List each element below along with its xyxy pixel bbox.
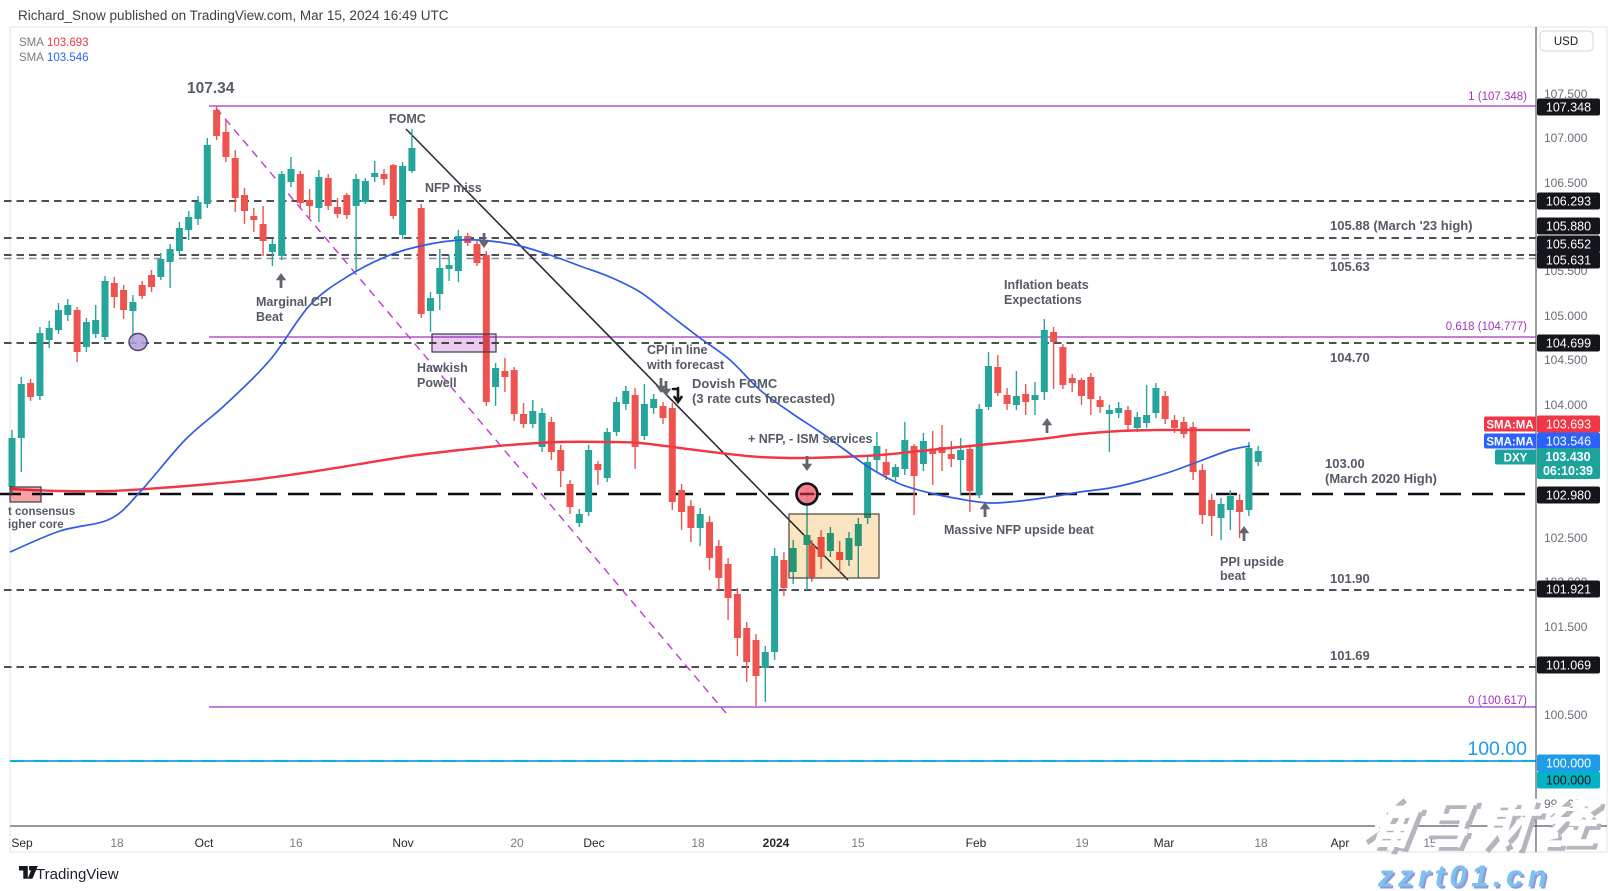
svg-text:104.000: 104.000 bbox=[1544, 398, 1588, 412]
svg-text:107.500: 107.500 bbox=[1544, 87, 1588, 101]
svg-text:20: 20 bbox=[510, 836, 524, 850]
svg-text:Apr: Apr bbox=[1331, 836, 1350, 850]
svg-text:beat: beat bbox=[1220, 569, 1247, 583]
svg-text:105.631: 105.631 bbox=[1546, 253, 1591, 267]
svg-text:CPI in line: CPI in line bbox=[647, 343, 707, 357]
svg-text:101.921: 101.921 bbox=[1546, 582, 1591, 596]
svg-text:16: 16 bbox=[289, 836, 303, 850]
svg-text:102.500: 102.500 bbox=[1544, 531, 1588, 545]
svg-text:100.000: 100.000 bbox=[1546, 756, 1591, 770]
svg-text:2024: 2024 bbox=[763, 836, 790, 850]
svg-text:103.430: 103.430 bbox=[1545, 450, 1590, 464]
svg-text:DXY: DXY bbox=[1504, 452, 1528, 464]
svg-text:with forecast: with forecast bbox=[646, 358, 725, 372]
svg-text:105.880: 105.880 bbox=[1546, 219, 1591, 233]
svg-text:Inflation beats: Inflation beats bbox=[1004, 278, 1089, 292]
svg-text:NFP miss: NFP miss bbox=[425, 181, 482, 195]
svg-text:18: 18 bbox=[110, 836, 124, 850]
svg-text:100.500: 100.500 bbox=[1544, 708, 1588, 722]
svg-text:104.500: 104.500 bbox=[1544, 353, 1588, 367]
svg-text:Expectations: Expectations bbox=[1004, 293, 1082, 307]
svg-text:t consensus: t consensus bbox=[8, 506, 75, 518]
svg-text:105.652: 105.652 bbox=[1546, 237, 1591, 251]
svg-text:Dovish FOMC: Dovish FOMC bbox=[692, 376, 778, 391]
svg-text:Oct: Oct bbox=[195, 836, 214, 850]
svg-text:SMA:MA: SMA:MA bbox=[1486, 419, 1533, 431]
svg-text:+ NFP, - ISM services: + NFP, - ISM services bbox=[748, 432, 873, 446]
svg-text:06:10:39: 06:10:39 bbox=[1543, 464, 1593, 478]
svg-text:102.980: 102.980 bbox=[1546, 488, 1591, 502]
svg-text:Hawkish: Hawkish bbox=[417, 361, 468, 375]
svg-text:105.88 (March '23 high): 105.88 (March '23 high) bbox=[1330, 218, 1473, 233]
svg-text:103.693: 103.693 bbox=[1546, 417, 1591, 431]
svg-text:103.546: 103.546 bbox=[1546, 434, 1591, 448]
svg-text:106.293: 106.293 bbox=[1546, 194, 1591, 208]
svg-text:104.70: 104.70 bbox=[1330, 350, 1370, 365]
svg-text:103.693: 103.693 bbox=[47, 37, 89, 49]
svg-text:igher core: igher core bbox=[8, 519, 64, 531]
svg-text:TradingView: TradingView bbox=[36, 866, 119, 883]
svg-text:Mar: Mar bbox=[1154, 836, 1175, 850]
svg-text:105.63: 105.63 bbox=[1330, 259, 1370, 274]
svg-text:(3 rate cuts forecasted): (3 rate cuts forecasted) bbox=[692, 391, 835, 406]
svg-text:101.069: 101.069 bbox=[1546, 658, 1591, 672]
svg-text:18: 18 bbox=[1254, 836, 1268, 850]
svg-text:USD: USD bbox=[1554, 36, 1578, 48]
svg-text:SMA:MA: SMA:MA bbox=[1486, 436, 1533, 448]
svg-text:101.90: 101.90 bbox=[1330, 571, 1370, 586]
svg-text:15: 15 bbox=[1423, 836, 1437, 850]
svg-text:Marginal CPI: Marginal CPI bbox=[256, 295, 332, 309]
svg-text:104.699: 104.699 bbox=[1546, 336, 1591, 350]
svg-text:103.546: 103.546 bbox=[47, 52, 89, 64]
svg-text:FOMC: FOMC bbox=[389, 112, 426, 126]
svg-text:106.500: 106.500 bbox=[1544, 176, 1588, 190]
svg-text:18: 18 bbox=[691, 836, 705, 850]
svg-text:19: 19 bbox=[1075, 836, 1089, 850]
svg-text:zzrt01.cn: zzrt01.cn bbox=[1377, 859, 1551, 891]
svg-text:Richard_Snow published on Trad: Richard_Snow published on TradingView.co… bbox=[18, 8, 449, 23]
svg-text:Nov: Nov bbox=[392, 836, 413, 850]
svg-text:0.618 (104.777): 0.618 (104.777) bbox=[1446, 321, 1527, 333]
svg-text:SMA: SMA bbox=[19, 37, 44, 49]
svg-text:(March 2020 High): (March 2020 High) bbox=[1325, 471, 1437, 486]
svg-text:PPI upside: PPI upside bbox=[1220, 555, 1284, 569]
svg-text:101.69: 101.69 bbox=[1330, 648, 1370, 663]
svg-text:15: 15 bbox=[851, 836, 865, 850]
svg-text:103.00: 103.00 bbox=[1325, 456, 1365, 471]
svg-text:Sep: Sep bbox=[11, 836, 33, 850]
svg-text:0 (100.617): 0 (100.617) bbox=[1468, 695, 1527, 707]
svg-text:Massive NFP upside beat: Massive NFP upside beat bbox=[944, 523, 1095, 537]
svg-text:107.34: 107.34 bbox=[187, 80, 235, 97]
svg-text:Feb: Feb bbox=[966, 836, 987, 850]
svg-text:101.500: 101.500 bbox=[1544, 620, 1588, 634]
svg-text:107.000: 107.000 bbox=[1544, 131, 1588, 145]
svg-text:Beat: Beat bbox=[256, 310, 284, 324]
svg-text:105.000: 105.000 bbox=[1544, 309, 1588, 323]
svg-text:100.00: 100.00 bbox=[1467, 738, 1527, 760]
svg-text:SMA: SMA bbox=[19, 52, 44, 64]
svg-text:zzrt01.cn: zzrt01.cn bbox=[1379, 861, 1553, 891]
svg-text:Powell: Powell bbox=[417, 376, 457, 390]
svg-text:107.348: 107.348 bbox=[1546, 100, 1591, 114]
svg-text:100.000: 100.000 bbox=[1546, 773, 1591, 787]
svg-text:Dec: Dec bbox=[583, 836, 604, 850]
svg-text:1 (107.348): 1 (107.348) bbox=[1468, 91, 1527, 103]
